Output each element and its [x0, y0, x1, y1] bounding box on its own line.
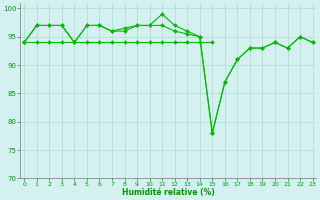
X-axis label: Humidité relative (%): Humidité relative (%): [122, 188, 215, 197]
